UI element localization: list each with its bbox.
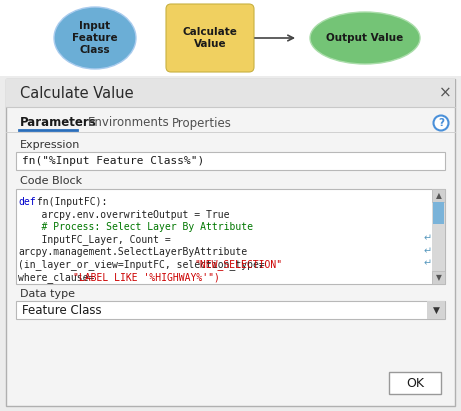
Text: (in_layer_or_view=InputFC, selection_type=: (in_layer_or_view=InputFC, selection_typ… [18,259,265,270]
Text: ▼: ▼ [436,273,442,282]
Text: Calculate Value: Calculate Value [20,85,134,101]
Circle shape [433,115,449,131]
Text: Calculate
Value: Calculate Value [183,27,237,49]
Text: ↵: ↵ [424,259,432,269]
Text: Output Value: Output Value [326,33,404,43]
Text: # Process: Select Layer By Attribute: # Process: Select Layer By Attribute [18,222,253,232]
Text: ,: , [257,259,263,270]
Text: Environments: Environments [88,116,170,129]
Text: where_clause=: where_clause= [18,272,95,283]
FancyBboxPatch shape [427,301,445,319]
Ellipse shape [54,7,136,69]
Text: Input
Feature
Class: Input Feature Class [72,21,118,55]
Text: Expression: Expression [20,140,80,150]
FancyBboxPatch shape [16,189,445,284]
FancyBboxPatch shape [0,0,461,76]
Text: Feature Class: Feature Class [22,303,101,316]
Text: arcpy.management.SelectLayerByAttribute: arcpy.management.SelectLayerByAttribute [18,247,247,257]
Text: ↵: ↵ [424,234,432,244]
Text: arcpy.env.overwriteOutput = True: arcpy.env.overwriteOutput = True [18,210,230,219]
FancyBboxPatch shape [432,189,445,284]
FancyBboxPatch shape [166,4,254,72]
Text: Properties: Properties [172,116,232,129]
Text: OK: OK [406,376,424,390]
FancyBboxPatch shape [432,271,445,284]
FancyBboxPatch shape [16,152,445,170]
FancyBboxPatch shape [16,301,445,319]
Text: ▼: ▼ [432,305,439,314]
Text: ×: × [438,85,451,101]
Text: ?: ? [438,118,444,128]
Text: Data type: Data type [20,289,75,299]
Text: InputFC_Layer, Count =: InputFC_Layer, Count = [18,235,171,245]
FancyBboxPatch shape [389,372,441,394]
Ellipse shape [310,12,420,64]
Text: fn("%Input Feature Class%"): fn("%Input Feature Class%") [22,156,204,166]
FancyBboxPatch shape [6,79,455,406]
Text: fn(InputFC):: fn(InputFC): [30,197,107,207]
Text: def: def [18,197,35,207]
Text: ↵: ↵ [424,246,432,256]
FancyBboxPatch shape [433,202,444,224]
Text: "NEW_SELECTION": "NEW_SELECTION" [195,259,283,270]
Text: Parameters: Parameters [20,116,97,129]
FancyBboxPatch shape [6,79,455,107]
Text: ▲: ▲ [436,191,442,200]
Text: Code Block: Code Block [20,176,82,186]
FancyBboxPatch shape [432,189,445,202]
Text: "LABEL LIKE '%HIGHWAY%'"): "LABEL LIKE '%HIGHWAY%'") [72,272,219,282]
